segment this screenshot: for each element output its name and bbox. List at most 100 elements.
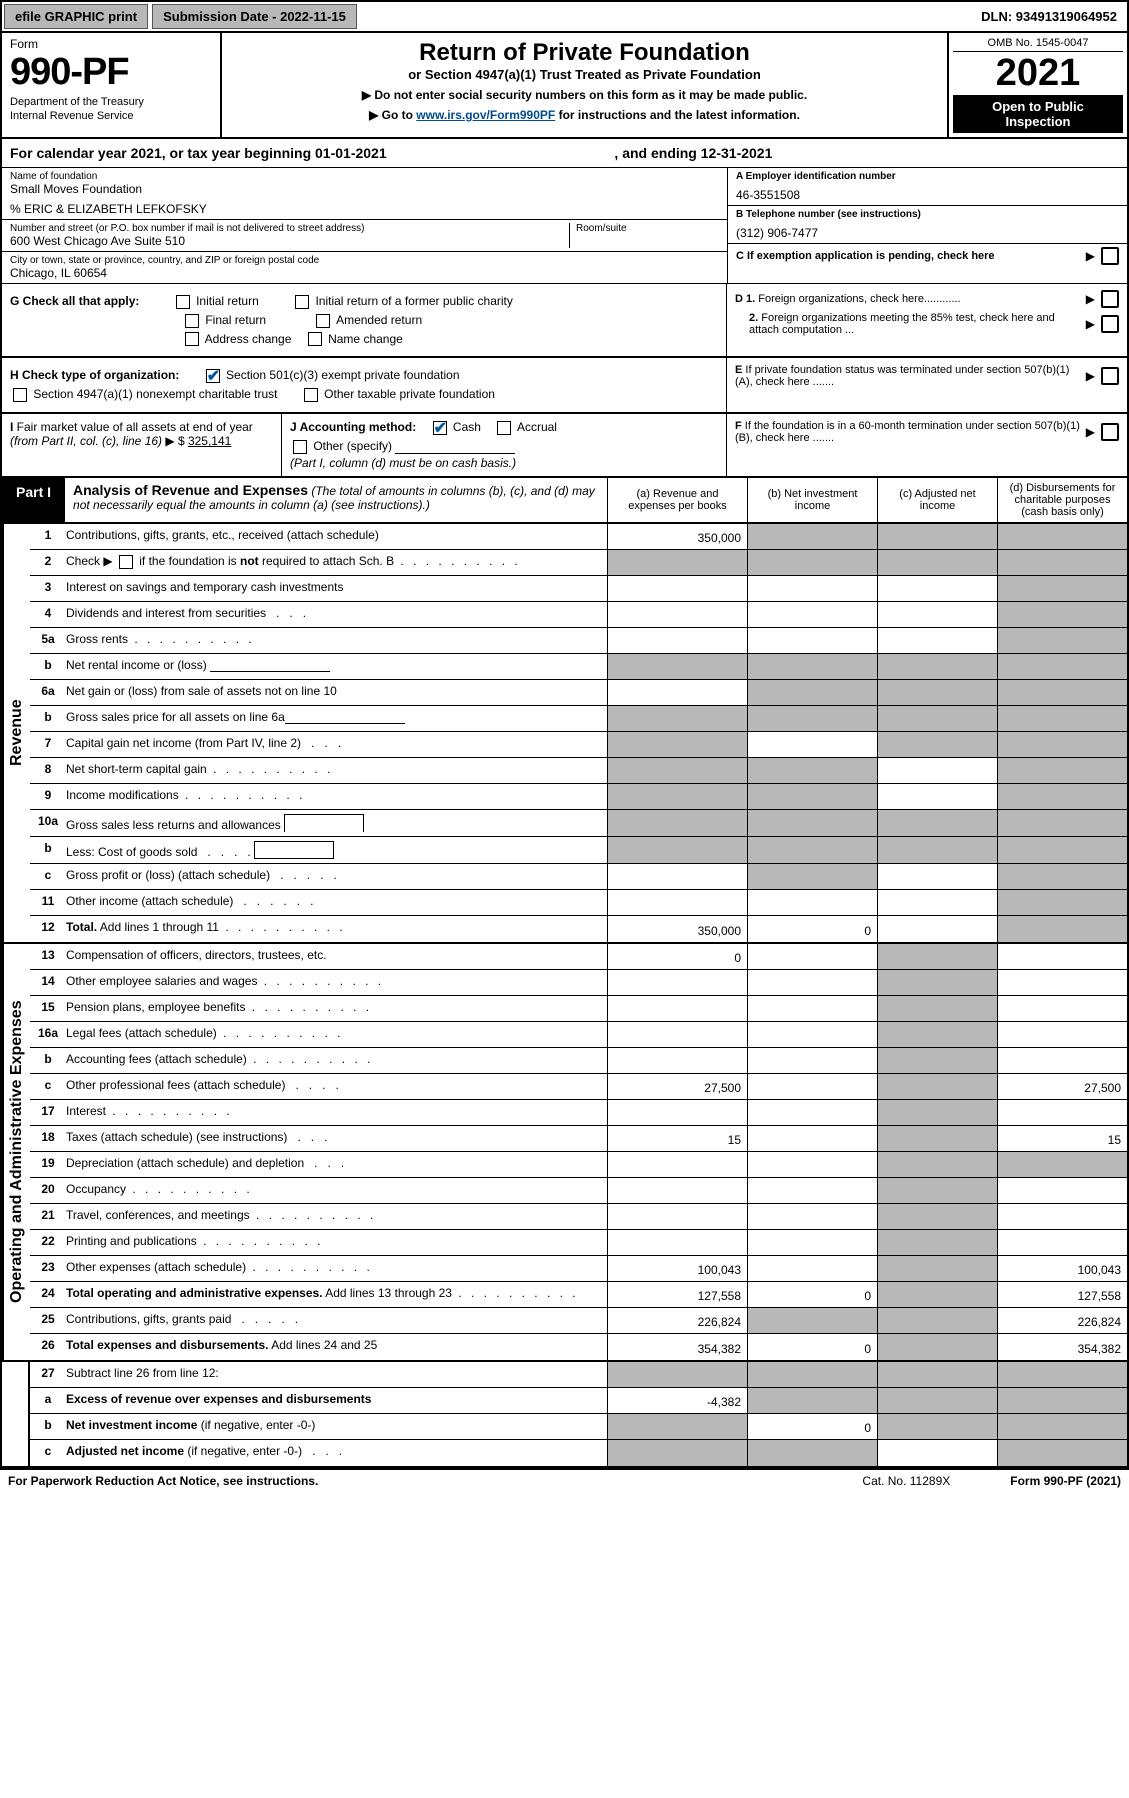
table-row: 5aGross rents: [30, 628, 1127, 654]
entity-info: Name of foundation Small Moves Foundatio…: [2, 168, 1127, 284]
name-change-checkbox[interactable]: [308, 332, 322, 346]
g5-label: Address change: [205, 332, 292, 346]
open-public-box: Open to Public Inspection: [953, 95, 1123, 133]
4947a1-checkbox[interactable]: [13, 388, 27, 402]
city-label: City or town, state or province, country…: [10, 255, 719, 266]
cal-start: 01-01-2021: [315, 145, 387, 161]
h-e-section: H Check type of organization: Section 50…: [2, 358, 1127, 414]
form-label: Form: [10, 37, 212, 51]
address-change-checkbox[interactable]: [185, 332, 199, 346]
table-row: 25Contributions, gifts, grants paid . . …: [30, 1308, 1127, 1334]
line27-section: 27Subtract line 26 from line 12: aExcess…: [2, 1362, 1127, 1468]
room-label: Room/suite: [576, 223, 719, 234]
g4-label: Amended return: [336, 313, 422, 327]
efile-print-button[interactable]: efile GRAPHIC print: [4, 4, 148, 29]
col-c-header: (c) Adjusted net income: [877, 478, 997, 522]
part1-header: Part I Analysis of Revenue and Expenses …: [2, 478, 1127, 524]
table-row: 14Other employee salaries and wages: [30, 970, 1127, 996]
i-j-f-section: I Fair market value of all assets at end…: [2, 414, 1127, 478]
e-check: E If private foundation status was termi…: [727, 358, 1127, 412]
table-row: 23Other expenses (attach schedule)100,04…: [30, 1256, 1127, 1282]
revenue-section: Revenue 1Contributions, gifts, grants, e…: [2, 524, 1127, 944]
ein-cell: A Employer identification number 46-3551…: [728, 168, 1127, 206]
d2-checkbox[interactable]: [1101, 315, 1119, 333]
calendar-year-line: For calendar year 2021, or tax year begi…: [2, 139, 1127, 168]
rental-income-line[interactable]: [210, 658, 330, 672]
goto-pre: ▶ Go to: [369, 108, 416, 122]
f-checkbox[interactable]: [1101, 423, 1119, 441]
amended-return-checkbox[interactable]: [316, 314, 330, 328]
501c3-checkbox[interactable]: [206, 369, 220, 383]
phone-value: (312) 906-7477: [736, 226, 1119, 240]
city-state-zip: Chicago, IL 60654: [10, 266, 719, 280]
form-title: Return of Private Foundation: [232, 39, 937, 67]
d1-checkbox[interactable]: [1101, 290, 1119, 308]
h3-label: Other taxable private foundation: [324, 387, 495, 401]
form-frame: Form 990-PF Department of the Treasury I…: [0, 33, 1129, 1470]
col-a-header: (a) Revenue and expenses per books: [607, 478, 747, 522]
arrow-icon: ▶: [1086, 249, 1095, 263]
open-line1: Open to Public: [955, 99, 1121, 114]
table-row: 2Check ▶ if the foundation is not requir…: [30, 550, 1127, 576]
name-cell: Name of foundation Small Moves Foundatio…: [2, 168, 727, 220]
table-row: 10aGross sales less returns and allowanc…: [30, 810, 1127, 837]
irs-link[interactable]: www.irs.gov/Form990PF: [416, 108, 555, 122]
street-address: 600 West Chicago Ave Suite 510: [10, 234, 569, 248]
gross-sales-line[interactable]: [285, 710, 405, 724]
table-row: 6aNet gain or (loss) from sale of assets…: [30, 680, 1127, 706]
g-label: G Check all that apply:: [10, 294, 139, 308]
cal-end: 12-31-2021: [701, 145, 773, 161]
dept-irs: Internal Revenue Service: [10, 110, 212, 122]
table-row: cOther professional fees (attach schedul…: [30, 1074, 1127, 1100]
cash-checkbox[interactable]: [433, 421, 447, 435]
submission-date: Submission Date - 2022-11-15: [152, 4, 357, 29]
i-fmv: I Fair market value of all assets at end…: [2, 414, 282, 476]
final-return-checkbox[interactable]: [185, 314, 199, 328]
other-taxable-checkbox[interactable]: [304, 388, 318, 402]
table-row: 24Total operating and administrative exp…: [30, 1282, 1127, 1308]
form-id-footer: Form 990-PF (2021): [1010, 1474, 1121, 1488]
g1-label: Initial return: [196, 294, 259, 308]
paperwork-notice: For Paperwork Reduction Act Notice, see …: [8, 1474, 318, 1488]
d-checks: D 1. D 1. Foreign organizations, check h…: [727, 284, 1127, 356]
addr-cell: Number and street (or P.O. box number if…: [2, 220, 727, 252]
sch-b-checkbox[interactable]: [119, 555, 133, 569]
cal-mid: , and ending: [614, 145, 700, 161]
table-row: 12Total. Add lines 1 through 11350,0000: [30, 916, 1127, 942]
j1-label: Cash: [453, 420, 481, 434]
table-row: 20Occupancy: [30, 1178, 1127, 1204]
table-row: bNet investment income (if negative, ent…: [30, 1414, 1127, 1440]
other-specify-line[interactable]: [395, 440, 515, 454]
j-accounting: J Accounting method: Cash Accrual Other …: [282, 414, 727, 476]
omb-number: OMB No. 1545-0047: [953, 37, 1123, 52]
accrual-checkbox[interactable]: [497, 421, 511, 435]
table-row: 22Printing and publications: [30, 1230, 1127, 1256]
h1-label: Section 501(c)(3) exempt private foundat…: [226, 368, 459, 382]
part1-title: Analysis of Revenue and Expenses: [73, 482, 308, 498]
name-label: Name of foundation: [10, 171, 719, 182]
c-label: C If exemption application is pending, c…: [736, 250, 1086, 262]
open-line2: Inspection: [955, 114, 1121, 129]
e-checkbox[interactable]: [1101, 367, 1119, 385]
table-row: 16aLegal fees (attach schedule): [30, 1022, 1127, 1048]
header-left: Form 990-PF Department of the Treasury I…: [2, 33, 222, 137]
phone-cell: B Telephone number (see instructions) (3…: [728, 206, 1127, 244]
header-title-block: Return of Private Foundation or Section …: [222, 33, 947, 137]
expenses-side-label: Operating and Administrative Expenses: [2, 944, 30, 1360]
ein-value: 46-3551508: [736, 188, 1119, 202]
revenue-side-label: Revenue: [2, 524, 30, 942]
table-row: 3Interest on savings and temporary cash …: [30, 576, 1127, 602]
g2-label: Initial return of a former public charit…: [315, 294, 512, 308]
h-checks: H Check type of organization: Section 50…: [2, 358, 727, 412]
page-footer: For Paperwork Reduction Act Notice, see …: [0, 1470, 1129, 1492]
j2-label: Accrual: [517, 420, 557, 434]
arrow-icon: ▶: [1086, 425, 1095, 439]
initial-return-checkbox[interactable]: [176, 295, 190, 309]
table-row: 4Dividends and interest from securities …: [30, 602, 1127, 628]
c-checkbox[interactable]: [1101, 247, 1119, 265]
table-row: bNet rental income or (loss): [30, 654, 1127, 680]
initial-former-checkbox[interactable]: [295, 295, 309, 309]
addr-label: Number and street (or P.O. box number if…: [10, 223, 569, 234]
cal-pre: For calendar year 2021, or tax year begi…: [10, 145, 315, 161]
other-method-checkbox[interactable]: [293, 440, 307, 454]
